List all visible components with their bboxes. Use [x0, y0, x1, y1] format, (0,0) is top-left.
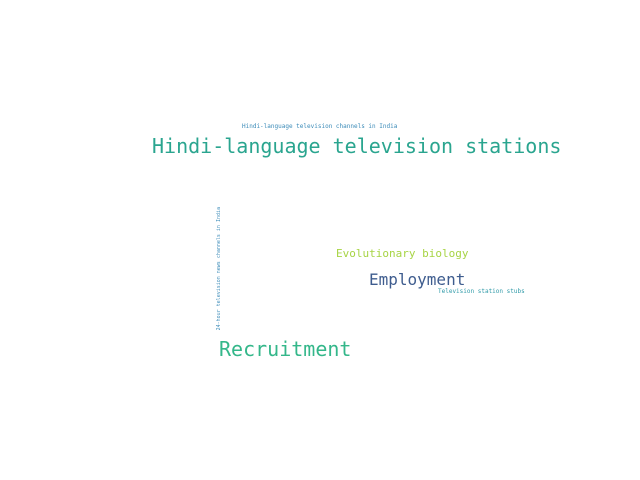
word-hindi-language-television-channels-in-india: Hindi-language television channels in In… — [242, 123, 398, 130]
word-employment: Employment — [369, 270, 466, 289]
word-recruitment: Recruitment — [219, 337, 352, 361]
word-hindi-language-television-stations: Hindi-language television stations — [152, 134, 562, 158]
word-evolutionary-biology: Evolutionary biology — [336, 247, 469, 260]
word-24-hour-television-news-channels: 24-hour television news channels in Indi… — [216, 207, 222, 331]
word-television-station-stubs: Television station stubs — [438, 288, 525, 295]
